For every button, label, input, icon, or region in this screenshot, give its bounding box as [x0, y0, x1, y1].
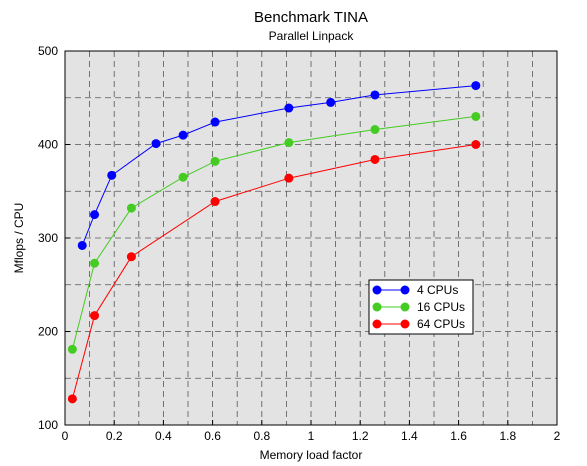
x-tick-label: 0 [62, 429, 69, 443]
y-axis-label: Mflops / CPU [12, 203, 26, 274]
legend-label: 16 CPUs [417, 300, 465, 314]
data-point [107, 170, 117, 180]
data-point [284, 103, 294, 113]
data-point [90, 311, 100, 321]
y-tick-label: 200 [38, 325, 58, 339]
legend-box [368, 279, 474, 335]
legend-marker [372, 319, 382, 329]
data-point [67, 344, 77, 354]
legend-label: 4 CPUs [417, 283, 458, 297]
x-tick-label: 1.2 [352, 429, 369, 443]
data-point [90, 258, 100, 268]
x-tick-label: 1.4 [401, 429, 418, 443]
chart-subtitle: Parallel Linpack [269, 29, 355, 43]
y-tick-label: 300 [38, 231, 58, 245]
x-tick-label: 1 [308, 429, 315, 443]
x-axis-label: Memory load factor [260, 448, 363, 462]
data-point [178, 172, 188, 182]
chart-title: Benchmark TINA [254, 9, 368, 26]
data-point [326, 97, 336, 107]
data-point [284, 138, 294, 148]
data-point [284, 173, 294, 183]
legend-marker [400, 319, 410, 329]
x-tick-label: 1.6 [450, 429, 467, 443]
data-point [178, 130, 188, 140]
series-group [67, 140, 481, 404]
x-tick-label: 0.8 [253, 429, 270, 443]
data-point [370, 90, 380, 100]
x-tick-label: 2 [554, 429, 561, 443]
series-group [67, 111, 481, 354]
legend-marker [372, 285, 382, 295]
data-point [210, 156, 220, 166]
data-point [67, 394, 77, 404]
data-point [370, 125, 380, 135]
axes: 0 0.2 0.4 0.6 0.8 1 1.2 1.4 1.6 1.8 2 100 200 300 400 5… [38, 44, 561, 443]
series-line [81, 85, 476, 246]
data-point [126, 203, 136, 213]
legend-marker [400, 302, 410, 312]
x-tick-label: 1.8 [499, 429, 516, 443]
data-point [471, 140, 481, 149]
series-line [71, 115, 476, 350]
x-tick-label: 0.2 [106, 429, 123, 443]
x-tick-label: 0.6 [204, 429, 221, 443]
series-layer [67, 81, 481, 404]
y-tick-label: 500 [38, 44, 58, 58]
data-point [370, 154, 380, 164]
data-point [151, 139, 161, 149]
legend-label: 64 CPUs [417, 317, 465, 331]
data-point [471, 81, 481, 91]
x-tick-label: 0.4 [155, 429, 172, 443]
data-point [90, 210, 100, 220]
data-point [471, 111, 481, 121]
legend-marker [400, 285, 410, 295]
legend: 4 CPUs 16 CPUs 64 CPUs [368, 279, 474, 335]
legend-marker [372, 302, 382, 312]
data-point [126, 252, 136, 262]
data-point [210, 117, 220, 127]
y-tick-label: 400 [38, 138, 58, 152]
data-point [210, 197, 220, 207]
data-point [77, 240, 87, 250]
grid-lines [65, 51, 557, 425]
y-tick-label: 100 [38, 418, 58, 432]
series-group [77, 81, 481, 250]
